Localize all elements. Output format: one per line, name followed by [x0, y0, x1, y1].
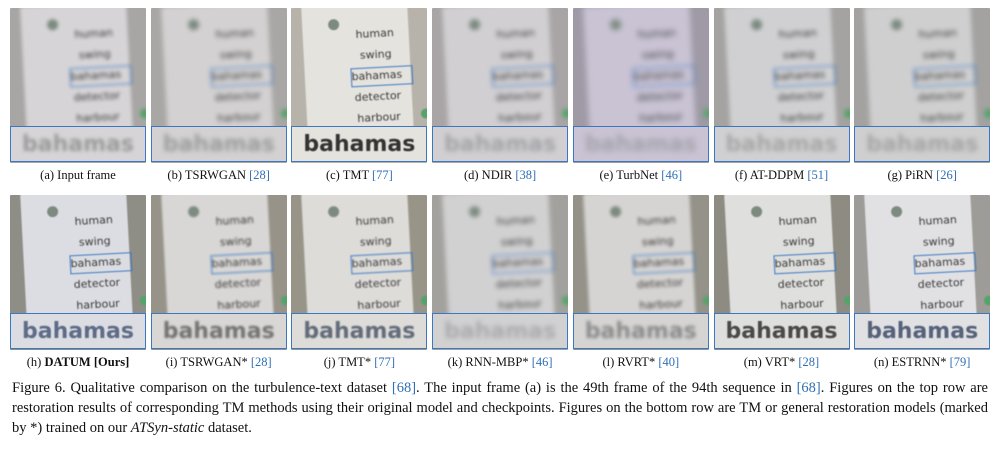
zoom-text: bahamas [584, 131, 697, 157]
zoom-inset: bahamas [713, 126, 850, 162]
subfigure-caption: (m) VRT* [28] [743, 355, 820, 369]
zoom-inset: bahamas [10, 126, 146, 162]
top-row: human swing bahamas detector harbour bahamas (… [10, 8, 991, 182]
result-panel: human swing bahamas detector harbour bahamas (… [432, 8, 569, 182]
highlight-box [632, 252, 696, 275]
subfigure-caption: (n) ESTRNN* [79] [873, 355, 971, 369]
zoom-inset: bahamas [291, 313, 428, 349]
subfigure-caption: (k) RNN-MBP* [46] [447, 355, 553, 369]
subfigure-caption: (a) Input frame [40, 168, 116, 182]
restoration-image: human swing bahamas detector harbour bahamas [432, 195, 569, 350]
highlight-box [210, 65, 274, 88]
result-panel: human swing bahamas detector harbour bahamas (… [713, 195, 850, 369]
highlight-box [491, 252, 555, 275]
zoom-inset: bahamas [572, 313, 709, 349]
zoom-text: bahamas [22, 131, 134, 157]
result-panel: human swing bahamas detector harbour bahamas (… [150, 195, 287, 369]
result-panel: human swing bahamas detector harbour bahamas (… [291, 195, 428, 369]
subfigure-caption: (l) RVRT* [40] [602, 355, 680, 369]
highlight-box [350, 252, 414, 275]
restoration-image: human swing bahamas detector harbour bahamas [150, 8, 287, 163]
restoration-image: human swing bahamas detector harbour bahamas [572, 195, 709, 350]
subfigure-caption: (c) TMT [77] [325, 168, 393, 182]
result-panel: human swing bahamas detector harbour bahamas (… [572, 195, 709, 369]
result-panel: human swing bahamas detector harbour bahamas (… [150, 8, 287, 182]
zoom-inset: bahamas [291, 126, 428, 162]
result-panel: human swing bahamas detector harbour bahamas (… [572, 8, 709, 182]
zoom-text: bahamas [725, 131, 838, 157]
zoom-text: bahamas [162, 131, 275, 157]
subfigure-caption: (f) AT-DDPM [51] [734, 168, 829, 182]
zoom-inset: bahamas [854, 126, 991, 162]
restoration-image: human swing bahamas detector harbour bahamas [291, 195, 428, 350]
subfigure-caption: (e) TurbNet [46] [599, 168, 683, 182]
bottom-row: human swing bahamas detector harbour bahamas (… [10, 195, 991, 369]
result-panel: human swing bahamas detector harbour bahamas (… [854, 195, 991, 369]
highlight-box [350, 65, 414, 88]
zoom-text: bahamas [866, 318, 979, 344]
restoration-image: human swing bahamas detector harbour bahamas [150, 195, 287, 350]
zoom-inset: bahamas [150, 126, 287, 162]
subfigure-caption: (j) TMT* [77] [323, 355, 396, 369]
result-panel: human swing bahamas detector harbour bahamas (… [291, 8, 428, 182]
subfigure-caption: (i) TSRWGAN* [28] [165, 355, 272, 369]
restoration-image: human swing bahamas detector harbour bahamas [713, 195, 850, 350]
zoom-text: bahamas [866, 131, 979, 157]
figure-grid: human swing bahamas detector harbour bahamas (… [10, 8, 991, 369]
restoration-image: human swing bahamas detector harbour bahamas [10, 8, 146, 163]
highlight-box [491, 65, 555, 88]
highlight-box [210, 252, 274, 275]
restoration-image: human swing bahamas detector harbour bahamas [713, 8, 850, 163]
zoom-text: bahamas [444, 131, 557, 157]
subfigure-caption: (b) TSRWGAN [28] [167, 168, 270, 182]
restoration-image: human swing bahamas detector harbour bahamas [291, 8, 428, 163]
zoom-inset: bahamas [432, 313, 569, 349]
zoom-text: bahamas [725, 318, 838, 344]
zoom-inset: bahamas [572, 126, 709, 162]
zoom-inset: bahamas [432, 126, 569, 162]
zoom-text: bahamas [584, 318, 697, 344]
highlight-box [913, 65, 977, 88]
zoom-inset: bahamas [150, 313, 287, 349]
highlight-box [69, 252, 133, 275]
highlight-box [772, 252, 836, 275]
restoration-image: human swing bahamas detector harbour bahamas [854, 195, 991, 350]
subfigure-caption: (h) DATUM [Ours] [26, 355, 130, 369]
subfigure-caption: (d) NDIR [38] [463, 168, 537, 182]
figure-caption: Figure 6. Qualitative comparison on the … [12, 380, 988, 436]
zoom-inset: bahamas [713, 313, 850, 349]
subfigure-caption: (g) PiRN [26] [887, 168, 957, 182]
restoration-image: human swing bahamas detector harbour bahamas [572, 8, 709, 163]
zoom-text: bahamas [22, 318, 134, 344]
result-panel: human swing bahamas detector harbour bahamas (… [10, 8, 146, 182]
zoom-inset: bahamas [854, 313, 991, 349]
result-panel: human swing bahamas detector harbour bahamas (… [432, 195, 569, 369]
highlight-box [772, 65, 836, 88]
highlight-box [69, 65, 133, 88]
result-panel: human swing bahamas detector harbour bahamas (… [10, 195, 146, 369]
zoom-text: bahamas [303, 131, 416, 157]
restoration-image: human swing bahamas detector harbour bahamas [432, 8, 569, 163]
zoom-text: bahamas [162, 318, 275, 344]
restoration-image: human swing bahamas detector harbour bahamas [854, 8, 991, 163]
highlight-box [913, 252, 977, 275]
result-panel: human swing bahamas detector harbour bahamas (… [854, 8, 991, 182]
result-panel: human swing bahamas detector harbour bahamas (… [713, 8, 850, 182]
zoom-text: bahamas [303, 318, 416, 344]
highlight-box [632, 65, 696, 88]
zoom-inset: bahamas [10, 313, 146, 349]
zoom-text: bahamas [444, 318, 557, 344]
restoration-image: human swing bahamas detector harbour bahamas [10, 195, 146, 350]
